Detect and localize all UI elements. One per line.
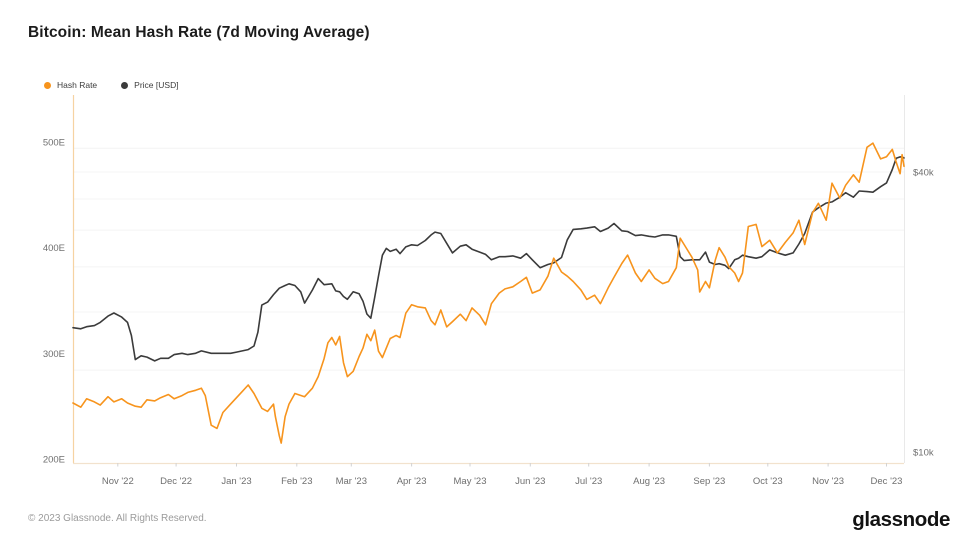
chart-legend: Hash Rate Price [USD] (44, 80, 203, 90)
legend-item-hash-rate[interactable]: Hash Rate (44, 80, 97, 90)
x-axis-label: Oct '23 (753, 476, 783, 487)
price-line (72, 156, 905, 362)
x-axis-label: Dec '23 (871, 476, 903, 487)
chart-title: Bitcoin: Mean Hash Rate (7d Moving Avera… (28, 24, 370, 41)
x-axis-label: Nov '23 (812, 476, 844, 487)
y-axis-label-right: $10k (913, 448, 934, 459)
x-axis-label: Aug '23 (633, 476, 665, 487)
x-axis-label: Feb '23 (281, 476, 312, 487)
x-axis-label: Jun '23 (515, 476, 545, 487)
legend-item-price[interactable]: Price [USD] (121, 80, 179, 90)
y-axis-label-left: 200E (43, 455, 65, 466)
legend-label-hash-rate: Hash Rate (57, 80, 98, 90)
y-axis-label-left: 400E (43, 243, 65, 254)
x-axis-label: Dec '22 (160, 476, 192, 487)
hash-rate-dot-icon (44, 81, 51, 89)
x-axis-label: May '23 (454, 476, 487, 487)
x-axis-label: Nov '22 (102, 476, 134, 487)
y-axis-label-left: 500E (43, 138, 65, 149)
legend-label-price: Price [USD] (134, 80, 179, 90)
y-axis-label-right: $40k (913, 168, 934, 179)
x-axis-label: Jan '23 (221, 476, 251, 487)
x-axis-label: Jul '23 (575, 476, 602, 487)
glassnode-logo: glassnode (852, 508, 950, 531)
x-axis-label: Apr '23 (397, 476, 427, 487)
copyright-text: © 2023 Glassnode. All Rights Reserved. (28, 513, 207, 524)
x-axis-label: Sep '23 (693, 476, 725, 487)
y-axis-label-left: 300E (43, 349, 65, 360)
price-dot-icon (121, 81, 129, 89)
x-axis-label: Mar '23 (336, 476, 367, 487)
hash-rate-line (72, 142, 905, 444)
